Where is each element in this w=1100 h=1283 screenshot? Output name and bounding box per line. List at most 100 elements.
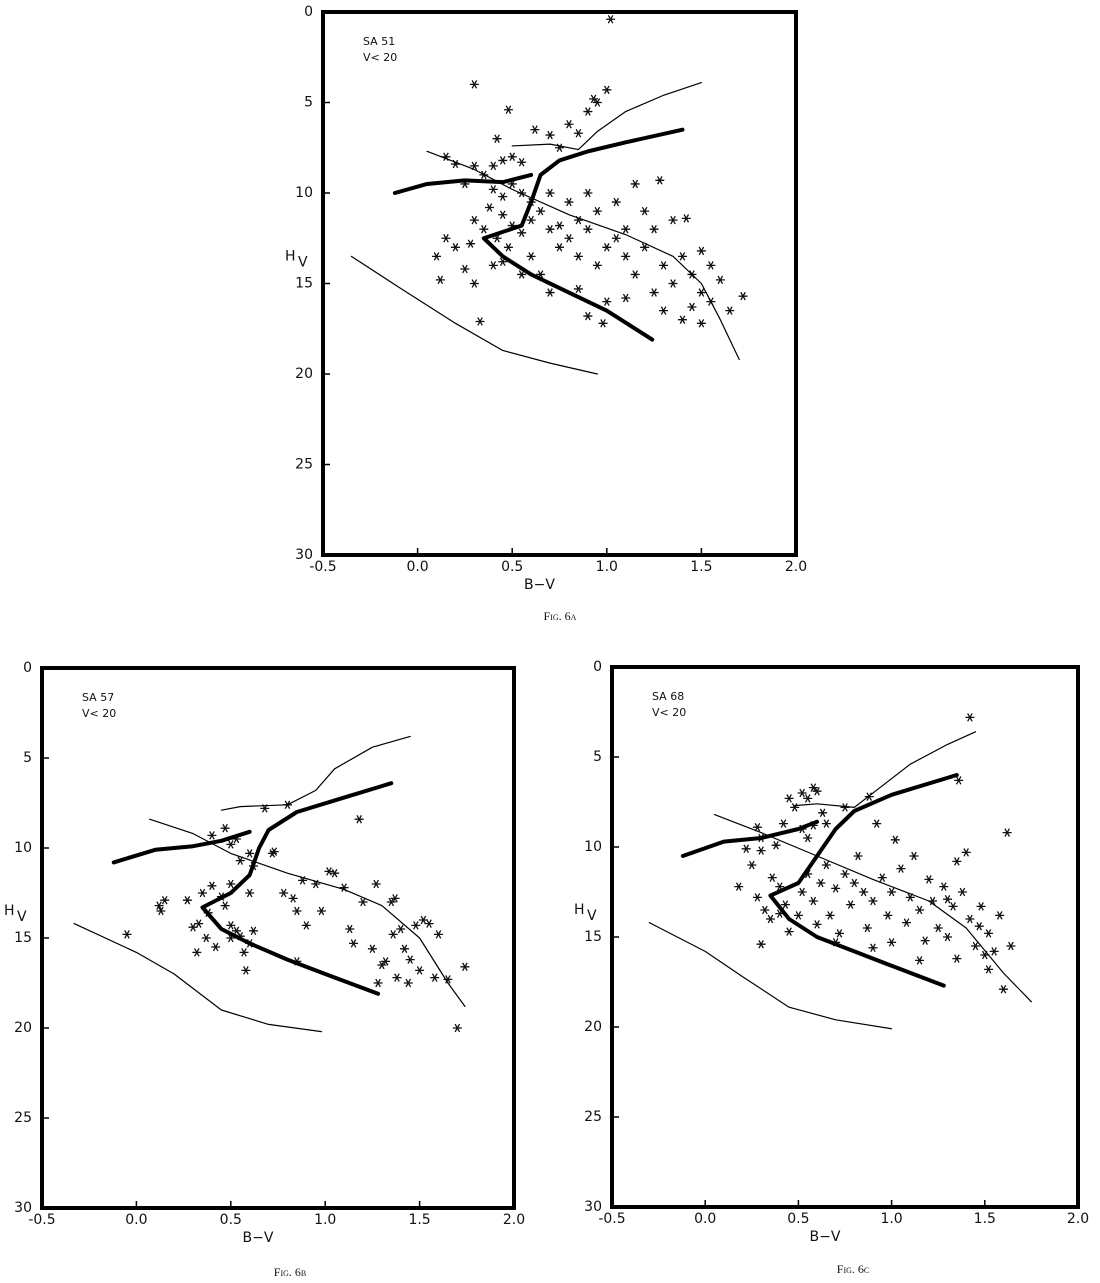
star-point [630,270,640,279]
star-point [475,317,485,326]
x-tick-label: -0.5 [28,1212,55,1228]
plot-frame [610,665,1080,1209]
star-point [915,956,925,965]
star-point [530,125,540,134]
star-point [479,224,489,234]
x-tick-label: -0.5 [309,559,336,575]
star-point [797,788,807,798]
star-point [602,243,612,252]
star-point [797,887,807,897]
star-point [435,275,445,285]
star-point [668,279,678,288]
star-point [154,901,164,910]
star-point [1002,828,1012,837]
star-point [965,713,975,722]
star-point [354,814,364,824]
star-point [292,906,302,916]
star-point [226,840,236,849]
star-point [450,243,460,252]
star-point [279,888,289,898]
model-line [511,81,702,151]
annotation: SA 68 [652,690,684,703]
star-point [965,914,975,924]
x-tick-label: 0.0 [125,1212,147,1228]
star-point [970,941,980,951]
star-point [564,197,574,207]
star-point [367,944,377,954]
star-point [677,315,687,324]
caption: Fig. 6a [544,609,577,623]
star-point [555,221,564,230]
star-point [784,927,794,936]
star-point [659,306,669,315]
star-point [954,776,964,785]
star-point [517,270,527,279]
annotation: SA 57 [82,691,114,704]
x-tick-label: 1.5 [408,1212,430,1228]
star-point [989,947,999,956]
star-point [488,161,498,171]
star-point [488,185,498,194]
star-point [396,924,406,934]
y-tick-label: 15 [584,929,602,945]
star-point [484,203,494,212]
star-point [849,878,859,888]
star-point [909,851,919,861]
x-tick-label: 1.5 [974,1211,996,1227]
star-point [696,288,706,297]
star-point [659,261,669,270]
star-point [738,291,748,301]
star-point [324,867,334,876]
star-point [840,803,850,812]
star-point [1006,941,1016,951]
star-point [890,835,900,845]
star-point [952,954,962,963]
y-tick-label: 30 [14,1200,32,1216]
star-point [957,887,967,897]
star-point [269,847,279,856]
star-point [681,214,691,223]
star-point [517,228,527,238]
star-point [984,965,994,974]
star-point [868,943,878,953]
model-line [680,819,820,858]
star-point [411,921,421,930]
star-point [197,888,207,898]
star-point [288,894,298,903]
x-axis-label: B−V [524,577,555,593]
x-tick-label: 2.0 [785,559,807,575]
star-point [545,224,555,234]
plot-frame [40,666,516,1210]
star-point [825,911,835,920]
star-point [602,297,612,306]
star-point [831,884,841,893]
y-tick-label: 25 [14,1110,32,1126]
x-axis-label: B−V [243,1230,274,1246]
star-point [488,261,498,270]
star-point [248,926,258,936]
model-line [794,731,977,808]
star-point [194,919,204,928]
star-point [235,856,245,865]
star-point [245,888,255,898]
star-point [752,893,762,902]
annotation: V< 20 [363,51,397,64]
star-point [245,849,255,858]
model-line [713,814,1032,1003]
star-point [358,897,368,907]
star-point [371,879,381,889]
star-point [602,85,612,95]
star-point [598,319,608,328]
star-point [469,80,479,89]
star-point [583,224,593,234]
model-line [648,922,893,1030]
y-tick-label: 5 [304,95,313,111]
star-point [377,960,387,970]
star-point [583,107,593,116]
y-tick-label: 30 [295,547,313,563]
star-point [948,902,958,911]
star-point [349,939,359,948]
star-point [984,929,994,938]
x-tick-label: 1.0 [596,559,618,575]
